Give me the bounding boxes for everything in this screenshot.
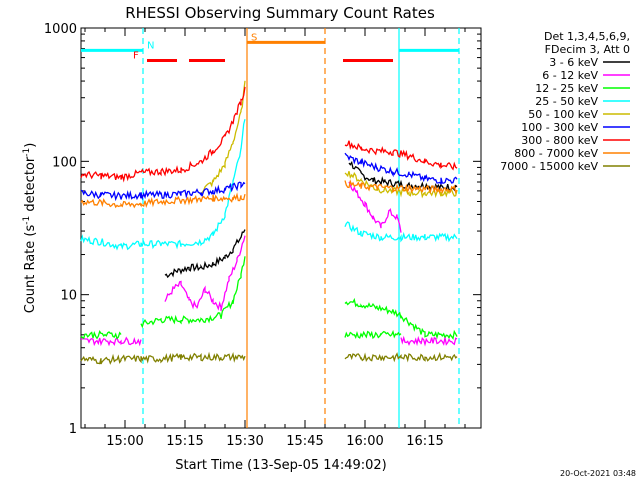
- flag-label: S: [251, 32, 257, 43]
- x-tick-label: 16:15: [406, 434, 443, 449]
- chart-title: RHESSI Observing Summary Count Rates: [125, 4, 435, 22]
- y-tick-label: 1: [69, 422, 77, 437]
- y-axis-label: Count Rate (s-1 detector-1): [22, 143, 38, 314]
- legend-entry-label: 300 - 800 keV: [521, 134, 598, 147]
- legend: Det 1,3,4,5,6,9,FDecim 3, Att 03 - 6 keV…: [500, 30, 630, 173]
- x-tick-label: 15:00: [106, 434, 143, 449]
- legend-entry-label: 25 - 50 keV: [535, 95, 598, 108]
- series-line: [164, 160, 458, 279]
- x-tick-label: 15:45: [286, 434, 323, 449]
- y-axis-label-sup1: -1: [22, 216, 32, 225]
- y-tick-label: 100: [52, 155, 77, 170]
- timestamp: 20-Oct-2021 03:48: [560, 469, 636, 478]
- legend-entry-label: 800 - 7000 keV: [514, 147, 598, 160]
- plot-frame: [80, 27, 482, 429]
- y-axis-label-main: Count Rate (s: [23, 225, 38, 314]
- series-line: [80, 119, 458, 251]
- flag-label: F: [133, 51, 139, 62]
- x-axis-label: Start Time (13-Sep-05 14:49:02): [175, 458, 386, 473]
- series-line: [80, 329, 402, 340]
- series-line: [80, 179, 458, 209]
- flag-label: N: [147, 40, 154, 51]
- series-line: [80, 351, 458, 365]
- legend-entry-label: 100 - 300 keV: [521, 121, 598, 134]
- series-line: [164, 181, 402, 312]
- y-tick-label: 1000: [44, 22, 77, 37]
- y-axis-label-mid: detector: [23, 156, 38, 216]
- series-line: [80, 335, 458, 347]
- y-axis-label-end: ): [23, 143, 38, 148]
- series-line: [200, 80, 458, 199]
- legend-entry-label: 7000 - 15000 keV: [500, 160, 598, 173]
- x-tick-label: 15:30: [226, 434, 263, 449]
- x-tick-label: 15:15: [166, 434, 203, 449]
- legend-entry-label: 50 - 100 keV: [528, 108, 598, 121]
- legend-header: FDecim 3, Att 0: [545, 43, 630, 56]
- series-line: [80, 152, 458, 202]
- y-axis-label-sup2: -1: [22, 148, 32, 157]
- y-tick-label: 10: [60, 289, 77, 304]
- plot-area: 1 10 100 1000 15:00 15:15 15:30 15:45 16:00 16:15…: [44, 22, 482, 449]
- legend-entry-label: 12 - 25 keV: [535, 82, 598, 95]
- series-line: [80, 86, 458, 183]
- series-line: [140, 256, 458, 341]
- legend-entry-label: 6 - 12 keV: [542, 69, 598, 82]
- x-tick-label: 16:00: [346, 434, 383, 449]
- legend-entry-label: 3 - 6 keV: [549, 56, 598, 69]
- legend-header: Det 1,3,4,5,6,9,: [544, 30, 630, 43]
